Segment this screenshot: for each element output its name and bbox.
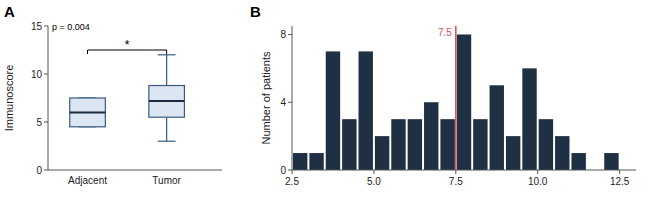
y-tick-label: 0	[36, 165, 42, 176]
bar	[309, 153, 323, 170]
y-tick	[288, 102, 292, 103]
x-tick	[292, 170, 293, 174]
box-body	[70, 98, 106, 127]
x-tick-label: 10.0	[528, 176, 548, 187]
box-body	[149, 86, 185, 118]
bar	[457, 34, 471, 170]
box	[149, 55, 185, 141]
median	[70, 111, 106, 113]
panel: A 0 5 10 15 Immunoscore Adjacent Tumor * p = 0.00…	[3, 3, 222, 186]
panel-label: A	[4, 3, 15, 20]
bar	[408, 119, 422, 170]
bar	[571, 153, 585, 170]
y-tick	[288, 34, 292, 35]
y-tick	[288, 170, 292, 171]
y-tick	[44, 122, 48, 123]
bar	[473, 119, 487, 170]
bar	[604, 153, 618, 170]
cap-high	[158, 54, 176, 55]
y-tick-label: 10	[31, 69, 43, 80]
y-axis-label: Immunoscore	[3, 65, 15, 132]
y-tick	[44, 74, 48, 75]
y-tick-label: 4	[280, 97, 286, 108]
x-tick-label: Adjacent	[68, 175, 107, 186]
y-axis-line	[292, 26, 293, 170]
y-axis-line	[48, 26, 49, 170]
bar	[424, 102, 438, 170]
bar	[539, 119, 553, 170]
x-tick-label: 7.5	[449, 176, 463, 187]
reference-label: 7.5	[438, 27, 452, 38]
x-axis-line	[292, 170, 636, 171]
bar	[506, 136, 520, 170]
y-tick-label: 5	[36, 117, 42, 128]
y-axis-label: Number of patients	[260, 51, 272, 144]
whisker-low	[166, 117, 167, 141]
p-value: p = 0.004	[52, 22, 90, 32]
chart-root: A 0 5 10 15 Immunoscore Adjacent Tumor * p = 0.00…	[0, 0, 650, 204]
x-tick-label: Tumor	[152, 175, 181, 186]
x-tick	[373, 170, 374, 174]
reference-line	[455, 26, 457, 170]
significance-text: *	[125, 37, 130, 52]
y-tick	[44, 170, 48, 171]
cap-low	[158, 141, 176, 142]
whisker-high	[166, 55, 167, 86]
bar	[490, 85, 504, 170]
bar	[293, 153, 307, 170]
x-tick-label: 5.0	[367, 176, 381, 187]
bar	[522, 68, 536, 170]
bars	[293, 26, 619, 170]
y-tick	[44, 26, 48, 27]
bar	[375, 136, 389, 170]
bar	[555, 136, 569, 170]
box	[70, 98, 106, 127]
y-tick-label: 0	[280, 165, 286, 176]
x-tick	[455, 170, 456, 174]
x-tick	[619, 170, 620, 174]
x-tick-label: 12.5	[610, 176, 630, 187]
x-tick-label: 2.5	[285, 176, 299, 187]
panel: B 7.5 0 4 8 Number of patients 2.5 5.0 7.5 10.0 12…	[250, 3, 636, 187]
y-tick-label: 8	[280, 29, 286, 40]
x-axis-line	[48, 170, 222, 171]
x-tick	[537, 170, 538, 174]
median	[149, 100, 185, 102]
bar	[342, 119, 356, 170]
bar	[440, 119, 454, 170]
bar	[391, 119, 405, 170]
bar	[359, 51, 373, 170]
y-tick-label: 15	[31, 21, 43, 32]
bar	[326, 51, 340, 170]
panel-label: B	[250, 3, 261, 20]
